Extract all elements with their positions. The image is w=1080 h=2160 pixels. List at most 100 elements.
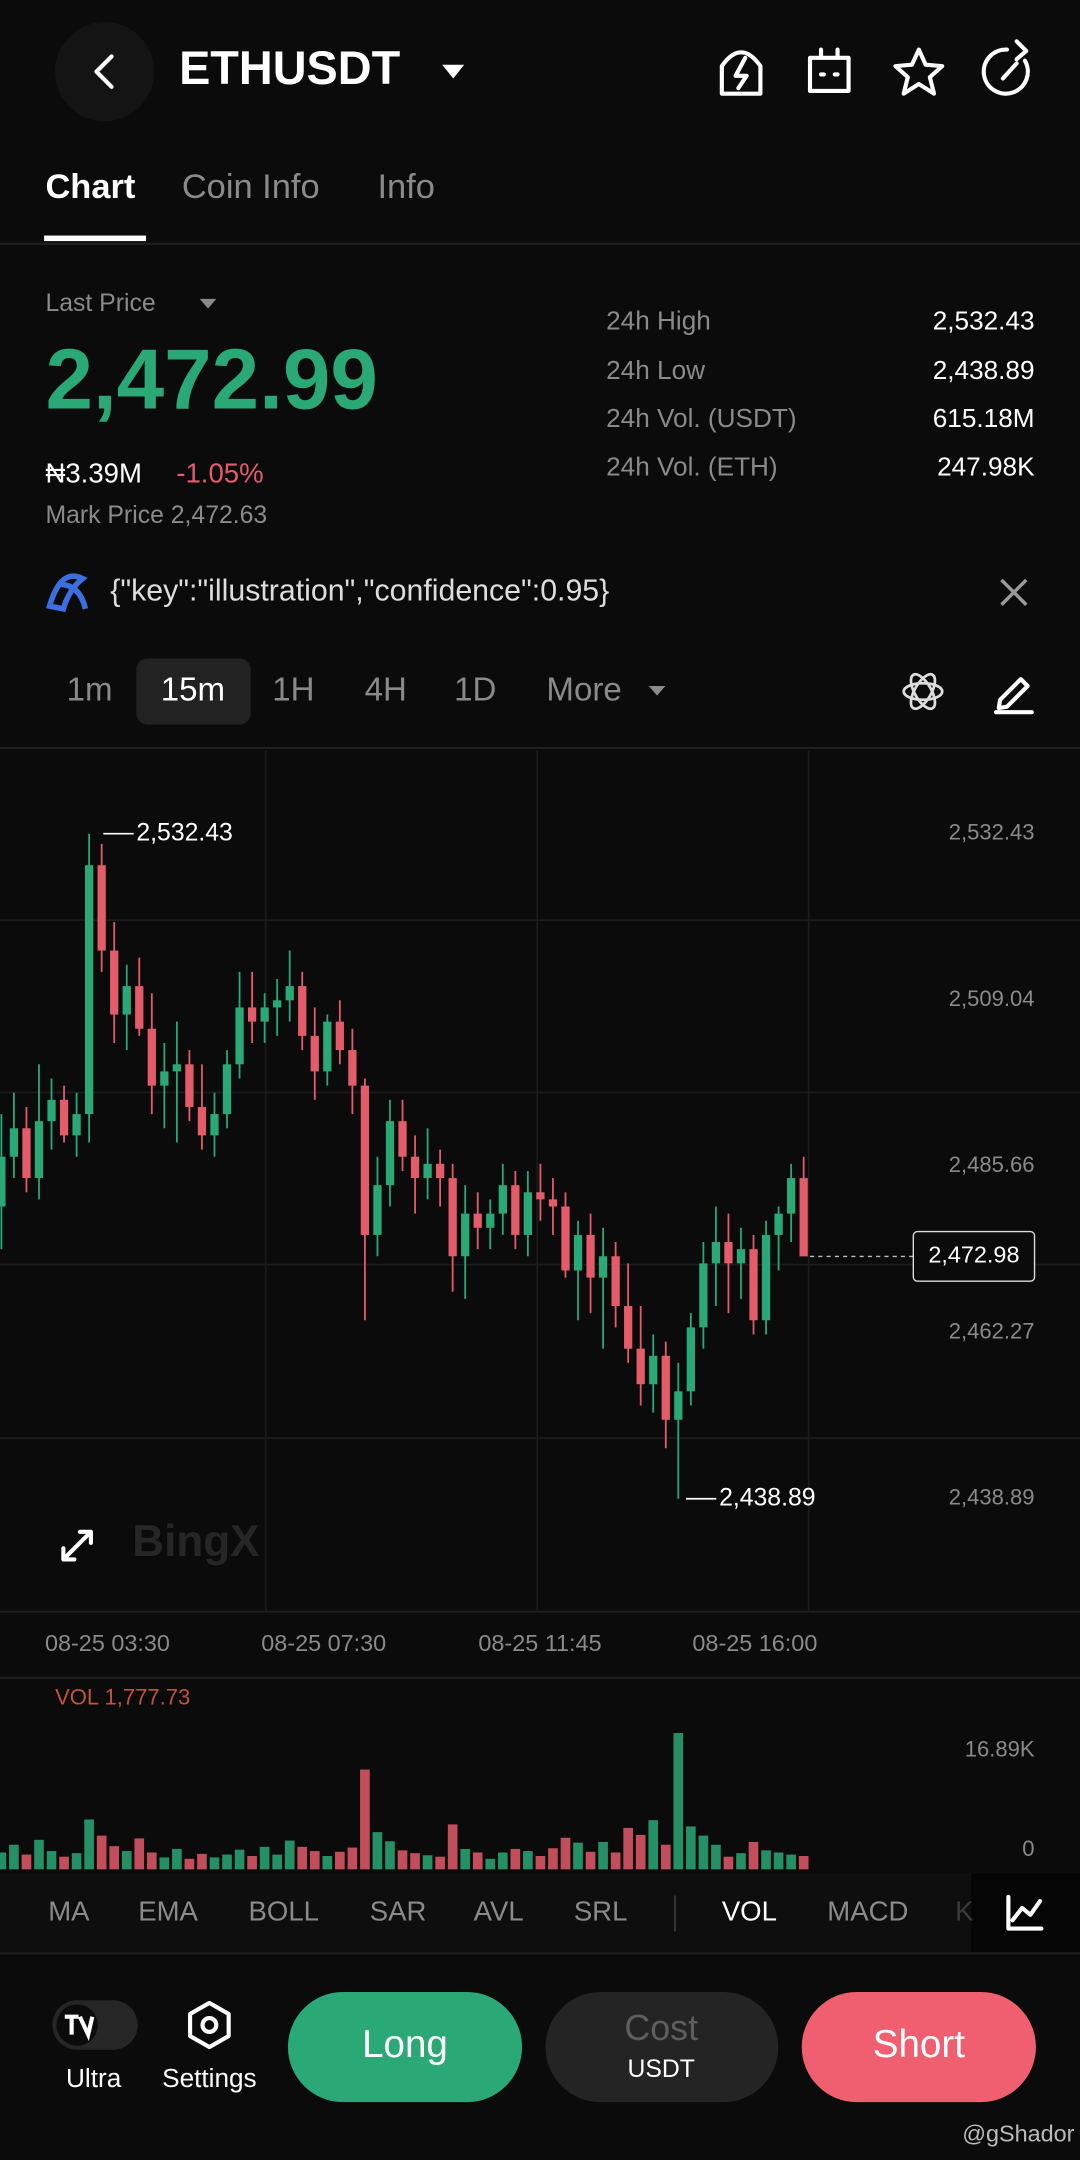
- banner-text[interactable]: {"key":"illustration","confidence":0.95}: [110, 574, 609, 607]
- volume-bar: [422, 1855, 433, 1870]
- chart-grid: [0, 750, 1080, 1612]
- volume-bar: [773, 1852, 784, 1870]
- volume-bar: [510, 1848, 521, 1870]
- candle-body: [9, 1128, 19, 1157]
- interval-more[interactable]: More: [546, 671, 621, 708]
- indicator-active[interactable]: VOL: [722, 1896, 777, 1927]
- stat-value: 615.18M: [933, 403, 1035, 433]
- candle-body: [84, 865, 94, 1115]
- candle-body: [749, 1249, 758, 1321]
- long-button[interactable]: [287, 1991, 523, 2103]
- candle-body: [360, 1085, 370, 1235]
- interval-active[interactable]: 15m: [161, 671, 225, 708]
- high-label: 2,532.43: [136, 819, 232, 846]
- short-label: Short: [873, 2023, 965, 2066]
- volume-bar: [385, 1841, 395, 1870]
- candle-body: [511, 1185, 520, 1235]
- indicator[interactable]: MACD: [827, 1896, 908, 1927]
- candle-body: [210, 1114, 219, 1136]
- candle-body: [97, 865, 106, 951]
- volume-bar: [761, 1850, 771, 1870]
- candle-body: [435, 1163, 445, 1179]
- interval[interactable]: 1H: [272, 671, 314, 708]
- candle-body: [498, 1185, 507, 1214]
- candle-body: [398, 1121, 407, 1157]
- volume-bar: [523, 1851, 533, 1870]
- candle-body: [799, 1178, 808, 1257]
- banner-close[interactable]: [1000, 578, 1028, 606]
- volume-bar: [548, 1848, 558, 1870]
- volume-bar: [159, 1857, 170, 1870]
- alert-icon[interactable]: [719, 50, 763, 96]
- draw-icon[interactable]: [993, 677, 1034, 715]
- volume-bar: [497, 1852, 508, 1870]
- indicator[interactable]: EMA: [138, 1896, 198, 1927]
- volume-bar: [96, 1835, 107, 1870]
- volume-bar: [0, 1852, 7, 1870]
- indicator[interactable]: K: [955, 1896, 974, 1927]
- tab-active[interactable]: Chart: [45, 168, 135, 206]
- volume-tick-label: 0: [1022, 1836, 1034, 1861]
- candle-body: [598, 1256, 608, 1278]
- interval[interactable]: 4H: [365, 671, 407, 708]
- volume-bar: [698, 1835, 709, 1870]
- candle-body: [548, 1199, 558, 1207]
- indicator[interactable]: SRL: [574, 1896, 628, 1927]
- interval[interactable]: 1m: [67, 671, 113, 708]
- x-tick-label: 08-25 16:00: [692, 1630, 817, 1656]
- volume-bar: [410, 1853, 420, 1870]
- indicator[interactable]: BOLL: [249, 1896, 319, 1927]
- last-price-label: 2,472.98: [928, 1242, 1019, 1268]
- ultra-label[interactable]: Ultra: [66, 2063, 122, 2093]
- volume-bar: [648, 1820, 659, 1870]
- fullscreen-icon[interactable]: [61, 1529, 93, 1562]
- candle-body: [561, 1206, 570, 1271]
- volume-bar: [259, 1846, 270, 1870]
- symbol-dropdown[interactable]: [442, 64, 465, 79]
- last-price-dropdown[interactable]: [199, 298, 217, 309]
- symbol[interactable]: ETHUSDT: [179, 42, 401, 94]
- volume-bar: [748, 1841, 759, 1870]
- last-price-label[interactable]: Last Price: [45, 290, 155, 317]
- indicator[interactable]: SAR: [370, 1896, 427, 1927]
- volume-bar: [9, 1844, 19, 1870]
- stat-label: 24h Low: [606, 355, 705, 385]
- ai-icon[interactable]: [902, 671, 944, 713]
- back-button[interactable]: [55, 22, 155, 122]
- volume-bar: [798, 1855, 809, 1870]
- tab[interactable]: Coin Info: [182, 168, 320, 206]
- long-label: Long: [362, 2023, 448, 2066]
- candle-body: [410, 1156, 420, 1179]
- candle-body: [310, 1035, 319, 1072]
- more-dropdown[interactable]: [648, 686, 666, 696]
- candle-body: [724, 1242, 733, 1264]
- indicator[interactable]: AVL: [474, 1896, 524, 1927]
- candle-body: [197, 1106, 207, 1136]
- short-button[interactable]: [801, 1991, 1036, 2103]
- candle-body: [636, 1348, 645, 1385]
- volume-bar: [447, 1824, 458, 1870]
- indicator-settings-icon[interactable]: [1006, 1894, 1044, 1931]
- favorite-icon[interactable]: [893, 47, 945, 96]
- indicator[interactable]: MA: [48, 1896, 90, 1927]
- volume-bar: [134, 1838, 145, 1870]
- settings-label[interactable]: Settings: [162, 2063, 257, 2093]
- interval[interactable]: 1D: [454, 671, 496, 708]
- candle-body: [135, 986, 144, 1029]
- candle-body: [110, 950, 119, 1015]
- candle-body: [761, 1234, 771, 1321]
- bot-icon[interactable]: [807, 47, 851, 93]
- candle-body: [624, 1306, 633, 1349]
- candle-body: [611, 1256, 620, 1307]
- tab[interactable]: Info: [377, 168, 434, 206]
- volume-bar: [71, 1853, 82, 1870]
- candle-body: [298, 986, 307, 1036]
- share-icon[interactable]: [981, 39, 1030, 96]
- volume-bar: [335, 1851, 345, 1870]
- volume-bar: [360, 1769, 370, 1870]
- volume-tick-label: 16.89K: [965, 1737, 1035, 1762]
- candle-body: [423, 1163, 432, 1179]
- settings-icon[interactable]: [188, 2000, 231, 2050]
- x-tick-label: 08-25 11:45: [478, 1630, 601, 1656]
- cost-button[interactable]: [545, 1991, 779, 2103]
